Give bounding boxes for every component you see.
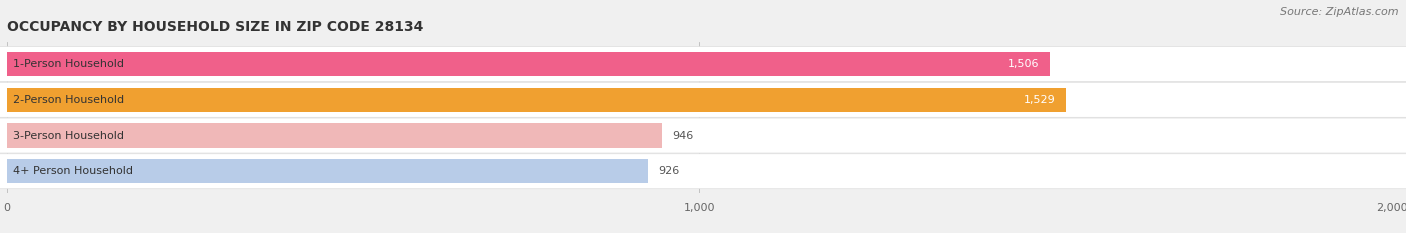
Bar (7, 52, 1050, 76)
Text: OCCUPANCY BY HOUSEHOLD SIZE IN ZIP CODE 28134: OCCUPANCY BY HOUSEHOLD SIZE IN ZIP CODE … (7, 20, 423, 34)
Bar (7, 159, 648, 183)
Text: Source: ZipAtlas.com: Source: ZipAtlas.com (1281, 7, 1399, 17)
Bar (7, 123, 662, 148)
Text: 1,506: 1,506 (1008, 59, 1039, 69)
Text: 3-Person Household: 3-Person Household (13, 130, 124, 140)
Text: 926: 926 (658, 166, 681, 176)
Text: 1-Person Household: 1-Person Household (13, 59, 124, 69)
Text: 1,529: 1,529 (1024, 95, 1056, 105)
Text: 946: 946 (672, 130, 693, 140)
Bar (7, 88, 1066, 112)
Text: 2-Person Household: 2-Person Household (13, 95, 124, 105)
Text: 4+ Person Household: 4+ Person Household (13, 166, 132, 176)
